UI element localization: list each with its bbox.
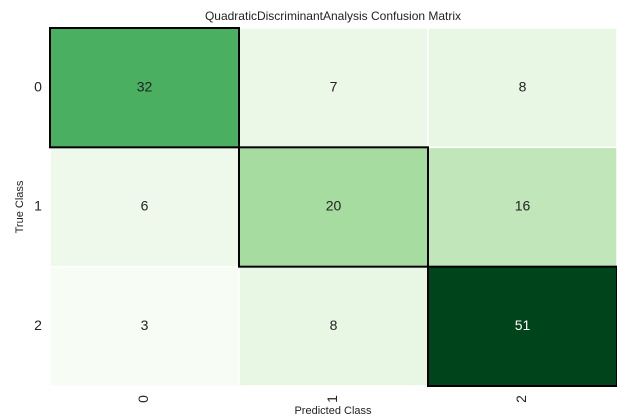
diagonal-outline (427, 265, 617, 387)
cell (238, 146, 429, 268)
diagonal-outline (238, 146, 429, 268)
cell (49, 27, 240, 149)
cell-label: 16 (515, 198, 531, 214)
x-tick-label: 0 (135, 395, 151, 403)
cell-label: 32 (137, 78, 153, 94)
y-tick-label: 1 (34, 198, 42, 214)
cells (49, 27, 617, 387)
y-axis-label: True Class (14, 180, 26, 233)
y-tick-label: 2 (34, 317, 42, 333)
x-axis-label: Predicted Class (294, 405, 372, 417)
labels: 32 7 8 6 20 16 3 8 51 (49, 27, 617, 387)
cell-label: 20 (326, 198, 342, 214)
chart-title: QuadraticDiscriminantAnalysis Confusion … (205, 9, 461, 23)
cell-label: 8 (330, 317, 338, 333)
cell (238, 27, 429, 149)
x-tick-label: 2 (513, 395, 529, 403)
cell-label: 6 (141, 198, 149, 214)
y-tick-label: 0 (34, 78, 42, 94)
cell (49, 146, 240, 268)
x-tick-label: 1 (324, 395, 340, 403)
cell-label: 3 (141, 317, 149, 333)
cell-label: 7 (330, 78, 338, 94)
cell-label: 51 (515, 317, 531, 333)
cell-label: 8 (519, 78, 527, 94)
diagonal-outline (49, 27, 240, 149)
